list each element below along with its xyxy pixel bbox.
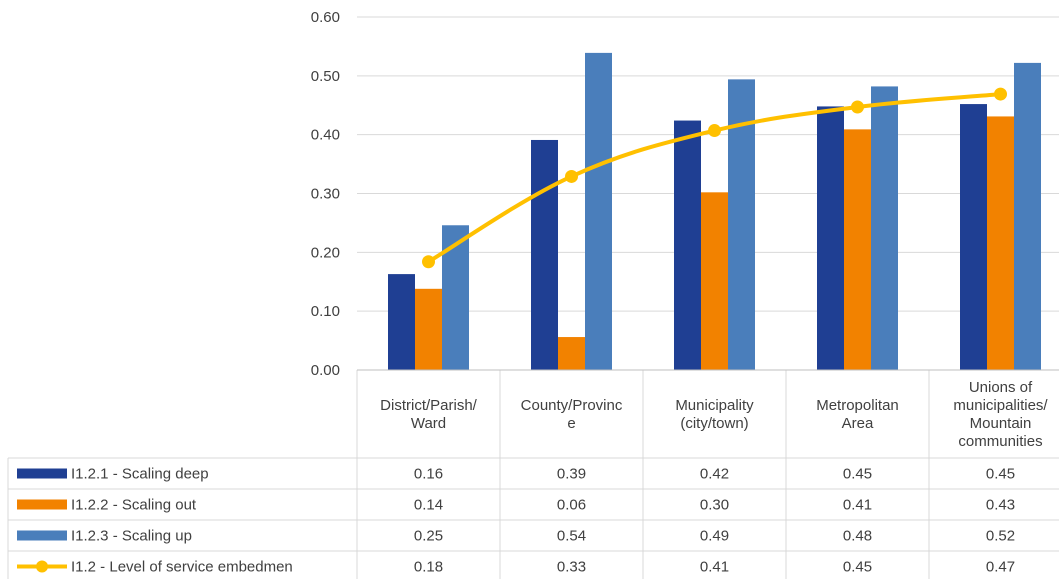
- bar: [674, 120, 701, 371]
- category-label: Ward: [411, 415, 446, 432]
- y-tick-label: 0.60: [311, 9, 340, 26]
- bar: [558, 337, 585, 370]
- category-label: communities: [958, 433, 1042, 450]
- legend-label: I1.2.1 - Scaling deep: [71, 466, 209, 483]
- data-table-value: 0.06: [557, 497, 586, 514]
- data-table-value: 0.48: [843, 528, 872, 545]
- data-table-value: 0.39: [557, 466, 586, 483]
- data-table-value: 0.45: [986, 466, 1015, 483]
- legend-key-marker: [36, 560, 48, 573]
- line-point: [565, 169, 578, 183]
- y-tick-label: 0.00: [311, 362, 340, 379]
- category-label: Unions of: [969, 379, 1033, 396]
- line-point: [851, 100, 864, 114]
- bar: [817, 106, 844, 370]
- y-tick-label: 0.10: [311, 303, 340, 320]
- bar: [987, 116, 1014, 370]
- line-point: [422, 255, 435, 269]
- bar: [585, 52, 612, 370]
- legend-key: [17, 530, 67, 541]
- data-table-value: 0.42: [700, 466, 729, 483]
- bar: [960, 104, 987, 370]
- data-table-value: 0.43: [986, 497, 1015, 514]
- y-tick-label: 0.40: [311, 127, 340, 144]
- category-label: e: [567, 415, 575, 432]
- data-table-value: 0.49: [700, 528, 729, 545]
- data-table-value: 0.30: [700, 497, 729, 514]
- bar: [415, 288, 442, 370]
- category-label: Area: [842, 415, 874, 432]
- bar: [701, 192, 728, 370]
- y-tick-label: 0.50: [311, 68, 340, 85]
- category-label: Municipality: [675, 397, 754, 414]
- bar: [1014, 62, 1041, 370]
- y-tick-label: 0.20: [311, 244, 340, 261]
- data-table-value: 0.47: [986, 559, 1015, 576]
- data-table-value: 0.41: [843, 497, 872, 514]
- data-table-value: 0.33: [557, 559, 586, 576]
- category-label: County/Provinc: [521, 397, 623, 414]
- bar: [388, 274, 415, 370]
- category-label: Metropolitan: [816, 397, 899, 414]
- category-label: (city/town): [680, 415, 748, 432]
- category-label: District/Parish/: [380, 397, 478, 414]
- category-label: Mountain: [970, 415, 1032, 432]
- category-label: municipalities/: [953, 397, 1048, 414]
- bar: [844, 129, 871, 370]
- data-table-value: 0.52: [986, 528, 1015, 545]
- data-table-value: 0.18: [414, 559, 443, 576]
- legend-label: I1.2.3 - Scaling up: [71, 528, 192, 545]
- bar: [442, 225, 469, 370]
- data-table-value: 0.54: [557, 528, 586, 545]
- legend-label: I1.2.2 - Scaling out: [71, 497, 197, 514]
- legend-label: I1.2 - Level of service embedmen: [71, 559, 293, 576]
- line-point: [994, 87, 1007, 101]
- y-tick-label: 0.30: [311, 186, 340, 203]
- bar: [871, 86, 898, 370]
- line-point: [708, 124, 721, 138]
- data-table-value: 0.45: [843, 466, 872, 483]
- legend-key: [17, 468, 67, 479]
- data-table-value: 0.25: [414, 528, 443, 545]
- legend-key: [17, 499, 67, 510]
- bar: [531, 139, 558, 370]
- data-table-value: 0.16: [414, 466, 443, 483]
- data-table-value: 0.45: [843, 559, 872, 576]
- data-table-value: 0.41: [700, 559, 729, 576]
- data-table-value: 0.14: [414, 497, 443, 514]
